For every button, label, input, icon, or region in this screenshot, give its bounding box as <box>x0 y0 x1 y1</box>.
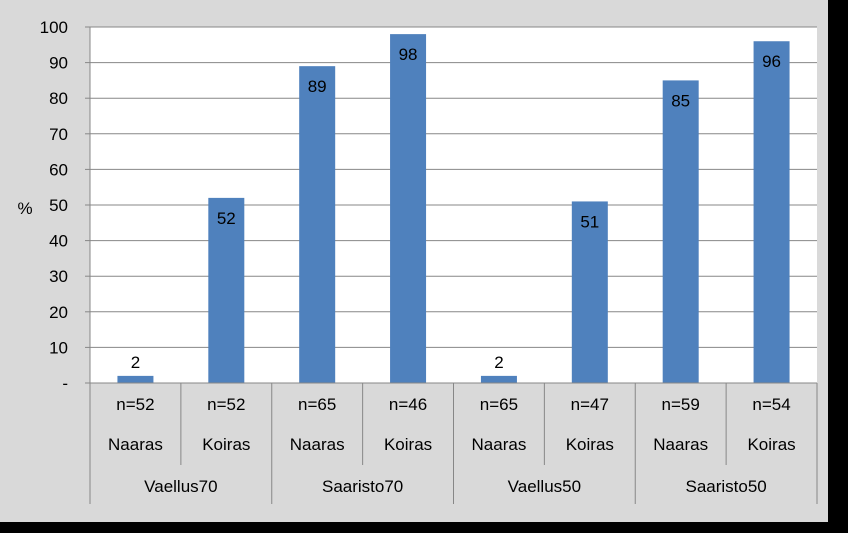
bar <box>208 197 245 383</box>
bar <box>480 375 517 383</box>
bar <box>662 80 699 384</box>
category-n-label: n=59 <box>662 395 700 414</box>
y-tick-label: 100 <box>40 18 68 37</box>
data-label: 89 <box>308 77 327 96</box>
data-label: 2 <box>494 353 503 372</box>
category-n-label: n=65 <box>298 395 336 414</box>
category-n-label: n=46 <box>389 395 427 414</box>
y-tick-label: 90 <box>49 54 68 73</box>
category-n-label: n=52 <box>207 395 245 414</box>
bar-chart: - 10 20 30 40 50 60 70 80 90 100% 2 52 89 98 2 51 85 96 n=5… <box>17 18 818 504</box>
y-tick-label: - <box>62 374 68 393</box>
category-sex-label: Naaras <box>108 435 163 454</box>
bar <box>753 41 790 384</box>
category-sex-label: Koiras <box>202 435 250 454</box>
category-sex-label: Koiras <box>747 435 795 454</box>
category-n-label: n=54 <box>752 395 790 414</box>
category-group-label: Vaellus50 <box>508 477 581 496</box>
bar <box>390 34 427 384</box>
y-axis-label: % <box>17 199 32 218</box>
bar <box>571 201 608 383</box>
category-n-label: n=47 <box>571 395 609 414</box>
data-label: 85 <box>671 91 690 110</box>
y-tick-label: 80 <box>49 89 68 108</box>
y-tick-label: 30 <box>49 267 68 286</box>
data-label: 2 <box>131 353 140 372</box>
y-tick-label: 40 <box>49 232 68 251</box>
chart-frame: - 10 20 30 40 50 60 70 80 90 100% 2 52 89 98 2 51 85 96 n=5… <box>0 0 828 522</box>
data-label: 52 <box>217 209 236 228</box>
y-tick-label: 10 <box>49 338 68 357</box>
category-sex-label: Koiras <box>566 435 614 454</box>
category-group-label: Saaristo70 <box>322 477 403 496</box>
bar <box>299 66 336 383</box>
category-group-label: Vaellus70 <box>144 477 217 496</box>
bar <box>117 375 154 383</box>
category-sex-label: Koiras <box>384 435 432 454</box>
category-n-label: n=65 <box>480 395 518 414</box>
y-tick-label: 20 <box>49 303 68 322</box>
category-sex-label: Naaras <box>472 435 527 454</box>
y-tick-label: 60 <box>49 160 68 179</box>
y-tick-label: 70 <box>49 125 68 144</box>
category-n-label: n=52 <box>116 395 154 414</box>
category-sex-label: Naaras <box>290 435 345 454</box>
category-sex-label: Naaras <box>653 435 708 454</box>
y-tick-label: 50 <box>49 196 68 215</box>
data-label: 98 <box>399 45 418 64</box>
category-group-label: Saaristo50 <box>685 477 766 496</box>
data-label: 51 <box>580 212 599 231</box>
data-label: 96 <box>762 52 781 71</box>
